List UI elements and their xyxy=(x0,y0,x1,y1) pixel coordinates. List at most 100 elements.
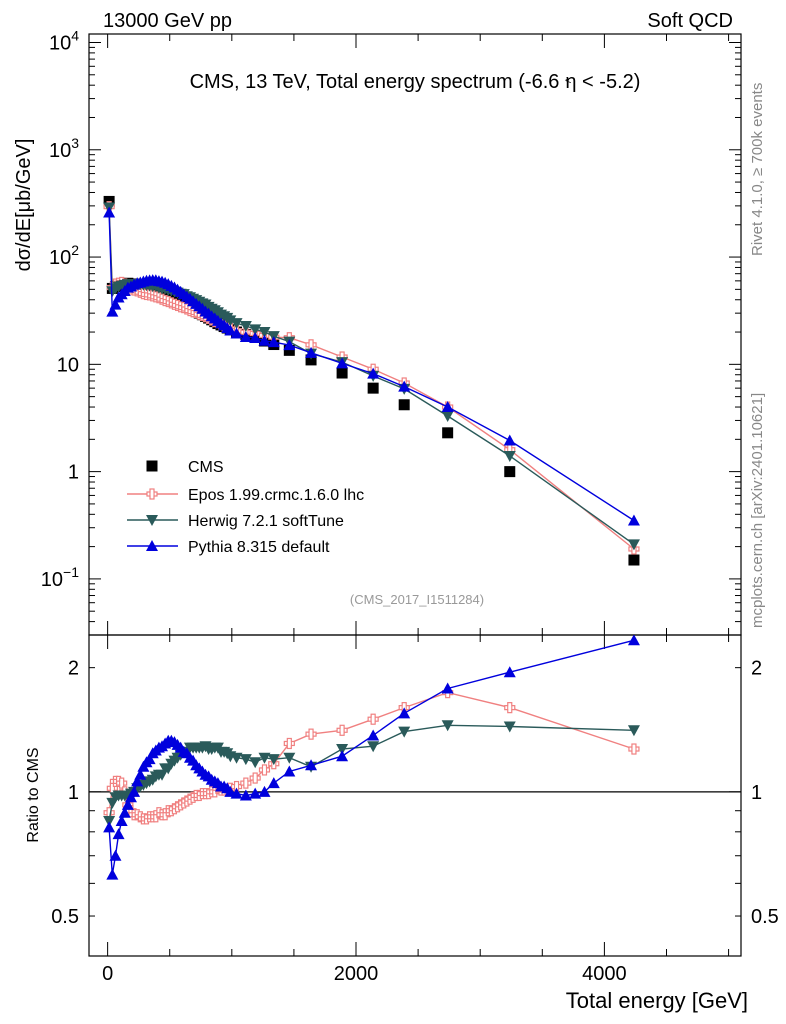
pythia-point xyxy=(283,339,296,351)
legend: CMS Epos 1.99.crmc.1.6.0 lhc Herwig 7.2.1 … xyxy=(127,459,364,556)
ratio-x-axis-ticks: 0 2000 4000 xyxy=(102,635,730,985)
pythia-point xyxy=(305,759,318,771)
title-lt-mark: < xyxy=(565,75,571,87)
legend-label-herwig: Herwig 7.2.1 softTune xyxy=(188,513,344,530)
pythia-point xyxy=(627,514,640,526)
main-data-series xyxy=(103,195,640,566)
herwig-point xyxy=(398,726,411,738)
pythia-point xyxy=(115,814,128,826)
pythia-point xyxy=(143,753,156,765)
herwig-point xyxy=(230,318,243,330)
pythia-point xyxy=(230,327,243,339)
herwig-point xyxy=(249,757,262,769)
legend-marker-cms xyxy=(146,460,158,472)
legend-label-epos: Epos 1.99.crmc.1.6.0 lhc xyxy=(188,487,364,504)
pythia-point xyxy=(239,330,252,342)
herwig-point xyxy=(224,315,237,327)
pythia-point xyxy=(230,787,243,799)
analysis-watermark: (CMS_2017_I1511284) xyxy=(350,592,484,607)
pythia-point xyxy=(283,765,296,777)
herwig-point xyxy=(367,741,380,753)
mcplots-label: mcplots.cern.ch [arXiv:2401.10621] xyxy=(749,393,766,628)
y-tick-label: 0.5 xyxy=(51,906,79,928)
rivet-label: Rivet 4.1.0, ≥ 700k events xyxy=(749,83,766,256)
pythia-point xyxy=(128,785,141,797)
pythia-point xyxy=(441,401,454,413)
pythia-point xyxy=(131,775,144,787)
epos-point xyxy=(628,743,640,755)
y-tick-label-right: 0.5 xyxy=(751,906,779,928)
y-tick-label: 2 xyxy=(68,658,79,680)
pythia-point xyxy=(336,357,349,369)
epos-point xyxy=(240,777,252,789)
pythia-point xyxy=(106,305,119,317)
cms-point xyxy=(367,382,379,394)
ratio-y-axis-ticks: 2 2 1 1 0.5 0.5 xyxy=(51,658,779,957)
cms-point xyxy=(336,367,348,379)
herwig-point xyxy=(503,450,516,462)
legend-label-cms: CMS xyxy=(188,459,224,476)
cms-point xyxy=(442,427,454,439)
pythia-point xyxy=(398,707,411,719)
pythia-point xyxy=(258,785,271,797)
epos-point xyxy=(336,724,348,736)
cms-point xyxy=(628,554,640,566)
pythia-point xyxy=(258,334,271,346)
y-tick-label: 1 xyxy=(68,782,79,804)
pythia-point xyxy=(367,729,380,741)
x-tick-label: 2000 xyxy=(334,963,379,985)
y-tick-label: 102 xyxy=(49,242,79,269)
epos-point xyxy=(367,713,379,725)
herwig-point xyxy=(336,744,349,756)
pythia-point xyxy=(503,434,516,446)
legend-label-pythia: Pythia 8.315 default xyxy=(188,539,330,556)
legend-marker-herwig xyxy=(146,515,158,526)
herwig-point xyxy=(239,754,252,766)
pythia-point xyxy=(503,666,516,678)
pythia-point xyxy=(121,798,134,810)
pythia-point xyxy=(239,789,252,801)
chart-title: CMS, 13 TeV, Total energy spectrum (-6.6… xyxy=(190,71,641,93)
y-tick-label: 1 xyxy=(68,462,79,484)
herwig-point xyxy=(267,754,280,766)
epos-point xyxy=(504,702,516,714)
pythia-point xyxy=(367,367,380,379)
herwig-point xyxy=(283,752,296,764)
cms-point xyxy=(398,399,410,411)
legend-marker-pythia xyxy=(146,540,158,551)
epos-point xyxy=(305,728,317,740)
pythia-point xyxy=(336,750,349,762)
pythia-point xyxy=(267,336,280,348)
y-tick-label: 10−1 xyxy=(41,564,79,591)
ratio-plot-frame xyxy=(88,634,742,957)
pythia-point xyxy=(249,332,262,344)
cms-point xyxy=(283,344,295,356)
herwig-point xyxy=(441,410,454,422)
epos-point xyxy=(283,737,295,750)
pythia-point xyxy=(134,768,147,780)
pythia-point xyxy=(267,777,280,789)
pythia-point xyxy=(249,787,262,799)
main-x-axis-ticks xyxy=(107,34,730,635)
pythia-point xyxy=(305,346,318,358)
pythia-point xyxy=(109,849,122,861)
legend-marker-epos xyxy=(146,488,158,500)
y-tick-label-right: 1 xyxy=(751,782,762,804)
cms-point xyxy=(504,466,516,478)
herwig-point xyxy=(258,327,271,339)
herwig-point xyxy=(627,539,640,551)
x-tick-label: 4000 xyxy=(582,963,627,985)
pythia-point xyxy=(109,298,122,310)
y-tick-label: 103 xyxy=(49,135,79,162)
ratio-y-axis-label: Ratio to CMS xyxy=(25,747,42,842)
herwig-point xyxy=(627,725,640,737)
pythia-point xyxy=(224,324,237,336)
ratio-data-series xyxy=(89,635,741,880)
herwig-point xyxy=(503,721,516,733)
herwig-point xyxy=(230,752,243,764)
herwig-point xyxy=(441,720,454,732)
pythia-point xyxy=(441,682,454,694)
main-plot-frame xyxy=(88,33,742,636)
